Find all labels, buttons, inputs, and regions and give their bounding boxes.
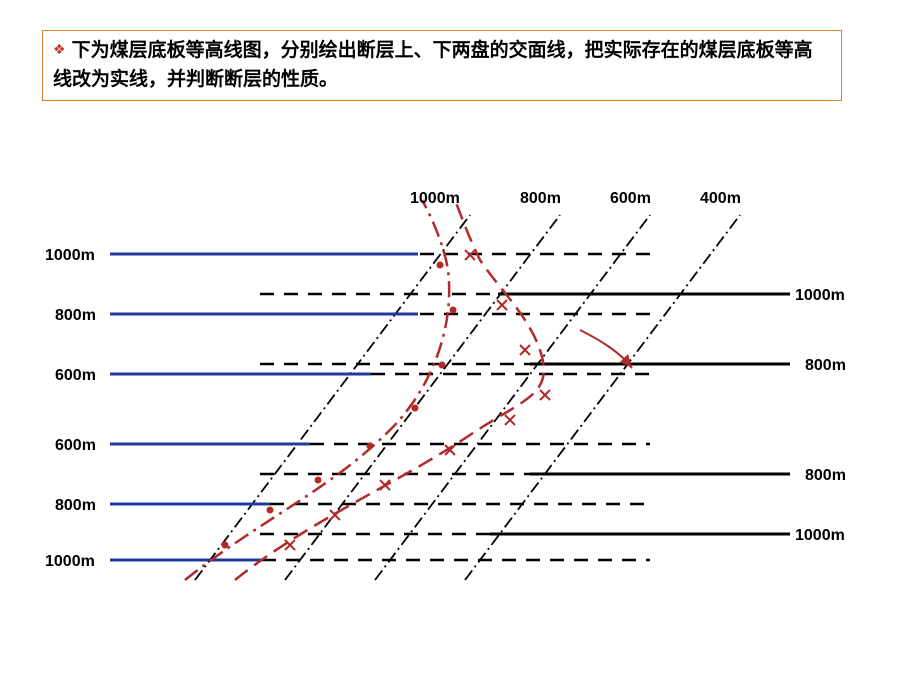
axis-label-top: 400m bbox=[700, 190, 741, 208]
contour-diagram bbox=[0, 0, 920, 690]
fault-marker-x bbox=[285, 540, 295, 550]
contour-line bbox=[195, 215, 470, 580]
axis-label-left: 1000m bbox=[45, 247, 95, 265]
axis-label-left: 600m bbox=[55, 437, 96, 455]
axis-label-left: 1000m bbox=[45, 553, 95, 571]
fault-marker-dot bbox=[439, 362, 446, 369]
contour-line bbox=[465, 215, 740, 580]
axis-label-left: 600m bbox=[55, 367, 96, 385]
axis-label-right: 1000m bbox=[795, 527, 845, 545]
contour-line bbox=[375, 215, 650, 580]
fault-curve bbox=[235, 200, 544, 580]
axis-label-right: 1000m bbox=[795, 287, 845, 305]
axis-label-right: 800m bbox=[805, 467, 846, 485]
axis-label-left: 800m bbox=[55, 307, 96, 325]
fault-marker-dot bbox=[412, 405, 419, 412]
fault-marker-x bbox=[520, 345, 530, 355]
fault-marker-dot bbox=[222, 542, 229, 549]
fault-marker-x bbox=[330, 510, 340, 520]
axis-label-top: 600m bbox=[610, 190, 651, 208]
fault-marker-dot bbox=[437, 262, 444, 269]
fault-marker-dot bbox=[267, 507, 274, 514]
axis-label-top: 800m bbox=[520, 190, 561, 208]
fault-marker-x bbox=[505, 415, 515, 425]
fault-marker-dot bbox=[315, 477, 322, 484]
axis-label-top: 1000m bbox=[410, 190, 460, 208]
contour-line bbox=[285, 215, 560, 580]
fault-marker-dot bbox=[450, 307, 457, 314]
fault-marker-dot bbox=[367, 443, 374, 450]
fault-marker-x bbox=[540, 390, 550, 400]
axis-label-right: 800m bbox=[805, 357, 846, 375]
fault-marker-x bbox=[497, 300, 507, 310]
axis-label-left: 800m bbox=[55, 497, 96, 515]
